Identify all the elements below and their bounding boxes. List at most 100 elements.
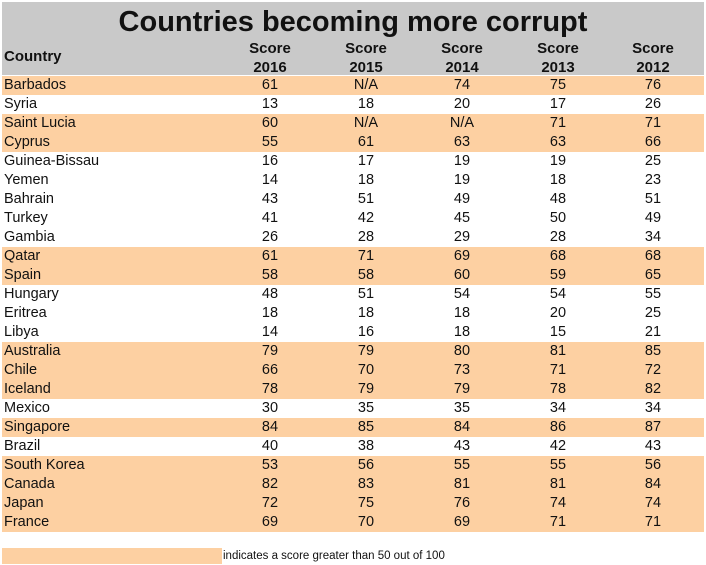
score-cell: 25: [644, 305, 662, 321]
table-row: Qatar 61 71 69 68 68: [2, 247, 704, 266]
score-cell: 28: [549, 229, 567, 245]
country-cell: Qatar: [4, 248, 41, 264]
column-header-score-2016: Score 2016: [230, 39, 310, 77]
legend-swatch: [2, 548, 222, 564]
score-cell: 78: [549, 381, 567, 397]
country-cell: Singapore: [4, 419, 71, 435]
score-cell: 34: [549, 400, 567, 416]
score-cell: 16: [357, 324, 375, 340]
score-cell: 66: [261, 362, 279, 378]
table-row: South Korea 53 56 55 55 56: [2, 456, 704, 475]
score-cell: 72: [261, 495, 279, 511]
score-cell: 50: [549, 210, 567, 226]
country-cell: Canada: [4, 476, 55, 492]
country-cell: Gambia: [4, 229, 55, 245]
country-cell: Cyprus: [4, 134, 50, 150]
score-cell: 14: [261, 172, 279, 188]
score-cell: 82: [644, 381, 662, 397]
country-cell: Hungary: [4, 286, 59, 302]
table-row: Hungary 48 51 54 54 55: [2, 285, 704, 304]
country-cell: Syria: [4, 96, 38, 112]
table-row: Yemen 14 18 19 18 23: [2, 171, 704, 190]
table-row: Iceland 78 79 79 78 82: [2, 380, 704, 399]
score-cell: 53: [261, 457, 279, 473]
score-cell: 59: [549, 267, 567, 283]
score-cell: 60: [261, 115, 279, 131]
score-cell: 61: [261, 248, 279, 264]
score-cell: 19: [453, 172, 471, 188]
column-header-year: 2013: [541, 59, 575, 76]
table-row: Cyprus 55 61 63 63 66: [2, 133, 704, 152]
score-cell: 79: [453, 381, 471, 397]
score-cell: 76: [453, 495, 471, 511]
score-cell: 41: [261, 210, 279, 226]
page-title: Countries becoming more corrupt: [118, 6, 588, 38]
score-cell: 45: [453, 210, 471, 226]
score-cell: 78: [261, 381, 279, 397]
table-header: Countries becoming more corrupt Country …: [2, 2, 704, 77]
score-cell: 82: [261, 476, 279, 492]
table-row: Singapore 84 85 84 86 87: [2, 418, 704, 437]
country-cell: Mexico: [4, 400, 50, 416]
score-cell: 28: [357, 229, 375, 245]
country-cell: Chile: [4, 362, 38, 378]
score-cell: 23: [644, 172, 662, 188]
table-row: Saint Lucia 60 N/A N/A 71 71: [2, 114, 704, 133]
score-cell: 19: [453, 153, 471, 169]
score-cell: 34: [644, 229, 662, 245]
table-row: France 69 70 69 71 71: [2, 513, 704, 532]
score-cell: 51: [357, 286, 375, 302]
score-cell: 63: [453, 134, 471, 150]
score-cell: 18: [549, 172, 567, 188]
score-cell: 49: [644, 210, 662, 226]
country-cell: Libya: [4, 324, 39, 340]
score-cell: 81: [453, 476, 471, 492]
country-cell: Turkey: [4, 210, 48, 226]
country-cell: Yemen: [4, 172, 49, 188]
column-header-label: Score: [632, 40, 674, 57]
score-cell: 18: [453, 324, 471, 340]
column-header-year: 2016: [253, 59, 287, 76]
score-cell: 68: [644, 248, 662, 264]
score-cell: 51: [644, 191, 662, 207]
score-cell: 71: [644, 115, 662, 131]
table-row: Gambia 26 28 29 28 34: [2, 228, 704, 247]
score-cell: 17: [357, 153, 375, 169]
table-row: Turkey 41 42 45 50 49: [2, 209, 704, 228]
score-cell: 75: [357, 495, 375, 511]
score-cell: 71: [549, 514, 567, 530]
table-row: Brazil 40 38 43 42 43: [2, 437, 704, 456]
table-row: Spain 58 58 60 59 65: [2, 266, 704, 285]
table-row: Canada 82 83 81 81 84: [2, 475, 704, 494]
score-cell: 55: [453, 457, 471, 473]
table-row: Japan 72 75 76 74 74: [2, 494, 704, 513]
score-cell: 79: [357, 343, 375, 359]
score-cell: 54: [453, 286, 471, 302]
score-cell: 20: [549, 305, 567, 321]
score-cell: 81: [549, 476, 567, 492]
table-row: Barbados 61 N/A 74 75 76: [2, 76, 704, 95]
score-cell: 34: [644, 400, 662, 416]
country-cell: Spain: [4, 267, 42, 283]
score-cell: 79: [261, 343, 279, 359]
score-cell: 43: [261, 191, 279, 207]
score-cell: 63: [549, 134, 567, 150]
country-cell: Iceland: [4, 381, 51, 397]
country-cell: Brazil: [4, 438, 41, 454]
score-cell: 14: [261, 324, 279, 340]
score-cell: 13: [261, 96, 279, 112]
table-row: Syria 13 18 20 17 26: [2, 95, 704, 114]
score-cell: 17: [549, 96, 567, 112]
score-cell: 56: [357, 457, 375, 473]
score-cell: 58: [357, 267, 375, 283]
score-cell: 68: [549, 248, 567, 264]
score-cell: 71: [549, 362, 567, 378]
score-cell: 85: [644, 343, 662, 359]
score-cell: 26: [261, 229, 279, 245]
score-cell: 60: [453, 267, 471, 283]
score-cell: 79: [357, 381, 375, 397]
score-cell: 43: [453, 438, 471, 454]
country-cell: Saint Lucia: [4, 115, 76, 131]
table-row: Australia 79 79 80 81 85: [2, 342, 704, 361]
score-cell: 30: [261, 400, 279, 416]
